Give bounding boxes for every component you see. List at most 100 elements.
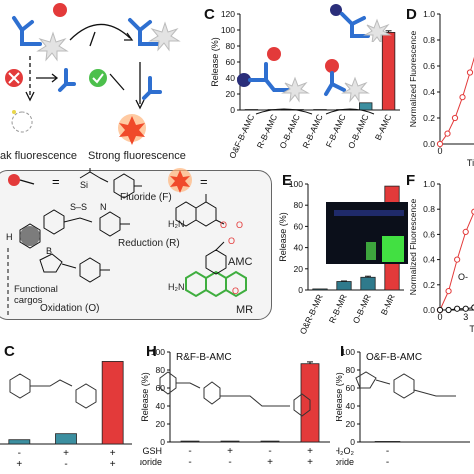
y-tick-label: 40 — [346, 401, 356, 411]
category-label: R-B-MR — [327, 293, 349, 325]
y-axis-label: Release (%) — [140, 372, 150, 422]
x-axis-label: Ti — [469, 324, 474, 334]
y-axis-label: Normalized Fluorescence — [410, 31, 418, 128]
x-tick-label: 3 — [463, 312, 468, 322]
chart-i-structure — [355, 371, 456, 399]
blue-linker-icon — [128, 18, 160, 46]
y-tick-label: 40 — [294, 243, 304, 253]
data-point — [451, 114, 459, 122]
condition-sign: - — [64, 459, 67, 470]
check-icon — [89, 69, 107, 87]
y-tick-label: 0 — [350, 437, 355, 447]
fluorescent-star-icon — [119, 116, 145, 145]
condition-sign: - — [18, 448, 21, 459]
data-point — [454, 256, 461, 263]
condition-sign: - — [188, 446, 191, 457]
condition-sign: + — [307, 457, 313, 468]
chart-title: O&F-B-AMC — [366, 352, 422, 363]
y-tick-label: 0.6 — [423, 229, 435, 239]
bar — [101, 361, 124, 445]
strong-fluorescence-label: Strong fluorescence — [88, 150, 186, 162]
y-tick-label: 0 — [230, 105, 235, 115]
y-tick-label: 80 — [226, 41, 236, 51]
weak-fluorescence-label: ak fluorescence — [0, 150, 78, 162]
svg-text:=: = — [52, 174, 60, 189]
condition-sign: + — [16, 459, 22, 470]
y-tick-label: 0.0 — [423, 305, 435, 315]
condition-sign: + — [63, 448, 69, 459]
category-label: O-B-MR — [351, 293, 373, 325]
chart-c-inset-structures — [237, 47, 375, 115]
y-tick-label: 20 — [226, 89, 236, 99]
fluoride-label: Fluoride (F) — [120, 192, 172, 203]
y-tick-label: 0 — [298, 285, 303, 295]
y-tick-label: 0.2 — [423, 280, 435, 290]
y-tick-label: 60 — [294, 221, 304, 231]
y-tick-label: 40 — [156, 401, 166, 411]
legend-label: O- — [458, 272, 468, 282]
bar — [180, 440, 200, 443]
condition-sign: - — [386, 457, 389, 468]
y-tick-label: 100 — [221, 25, 235, 35]
svg-text:S–S: S–S — [70, 202, 87, 212]
panel-letter-c: C — [204, 6, 215, 23]
svg-text:O: O — [228, 236, 235, 246]
data-point — [445, 306, 452, 314]
gray-star-icon — [36, 31, 69, 62]
svg-text:O: O — [232, 286, 239, 296]
data-point — [462, 305, 469, 312]
panel-letter-h: H — [146, 343, 157, 360]
blue-linker-icon — [12, 16, 42, 46]
chart-h-structure — [159, 371, 311, 417]
data-point — [436, 140, 444, 148]
y-tick-label: 1.0 — [423, 9, 435, 19]
chart-c-top-inset — [330, 4, 392, 42]
chart-g-structure — [9, 373, 97, 409]
chart-title: R&F-B-AMC — [176, 352, 232, 363]
category-label: B-MR — [379, 293, 397, 317]
svg-text:H: H — [6, 232, 13, 242]
amc-amine-label: H₂N — [168, 219, 185, 229]
y-tick-label: 0.6 — [423, 61, 435, 71]
y-tick-label: 40 — [226, 73, 236, 83]
data-point — [471, 304, 474, 311]
condition-sign: + — [110, 448, 116, 459]
y-tick-label: 20 — [294, 264, 304, 274]
y-axis-label: Release (%) — [278, 212, 288, 262]
y-tick-label: 0.8 — [423, 35, 435, 45]
bar — [336, 281, 352, 291]
chart-i: 0 20 40 60 80 100 Release (%) -- H₂O₂Fluoride O&F… — [336, 347, 470, 468]
panel-letter-d: D — [406, 6, 417, 23]
bar — [220, 440, 240, 443]
chemical-structures: = N S–S Si B H = O O — [6, 168, 247, 318]
condition-sign: + — [110, 459, 116, 470]
y-axis-label: Release (%) — [336, 372, 344, 422]
chart-g: -++-++ — [0, 361, 132, 470]
navy-trigger-icon — [237, 73, 251, 87]
data-point — [445, 288, 452, 295]
y-axis-label: Release (%) — [210, 37, 220, 87]
bar — [360, 276, 376, 291]
chart-d: 0.00.20.40.60.81.006Normalized Fluoresce… — [410, 9, 474, 168]
chart-f: 0.0 0.2 0.4 0.6 0.8 1.0 0 3 Normalized Fluoresce… — [410, 179, 474, 334]
red-trigger-icon — [53, 3, 67, 17]
condition-sign: + — [267, 457, 273, 468]
y-tick-label: 0.0 — [423, 139, 435, 149]
bar — [374, 441, 401, 443]
x-tick-label: 0 — [437, 312, 442, 322]
bar — [8, 439, 31, 445]
bar — [55, 433, 77, 445]
y-tick-label: 60 — [346, 383, 356, 393]
y-tick-label: 0.8 — [423, 204, 435, 214]
cargos-label: Functional cargos — [14, 284, 58, 306]
y-tick-label: 120 — [221, 9, 235, 19]
quenched-dye-icon — [11, 111, 33, 133]
condition-label: GSH — [142, 446, 162, 456]
data-point — [466, 69, 474, 76]
data-point — [444, 130, 451, 137]
panel-letter-g-partial: C — [4, 343, 15, 360]
condition-label: Fluoride — [336, 457, 354, 467]
data-point — [459, 94, 466, 101]
